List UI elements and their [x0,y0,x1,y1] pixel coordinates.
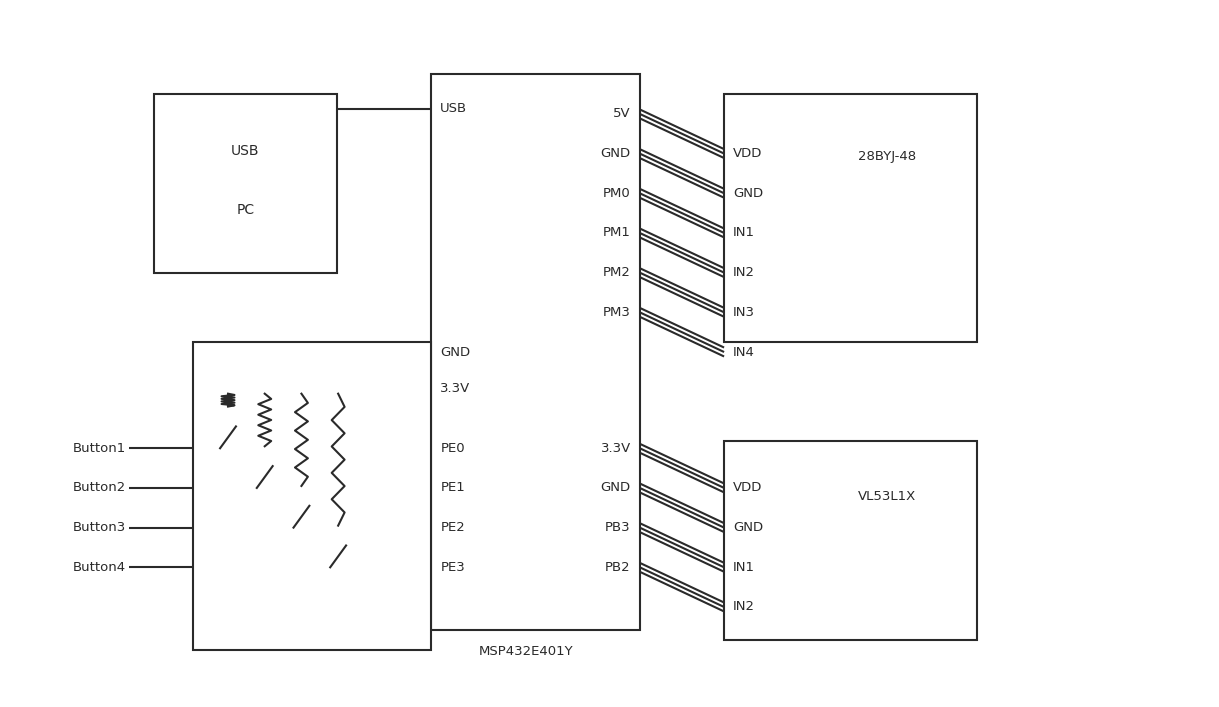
Text: PB2: PB2 [605,561,630,574]
Text: IN2: IN2 [733,266,755,279]
Text: PM3: PM3 [603,306,630,319]
Text: Button4: Button4 [73,561,126,574]
Text: GND: GND [601,147,630,160]
Text: PE3: PE3 [440,561,466,574]
Text: PM2: PM2 [603,266,630,279]
Text: MSP432E401Y: MSP432E401Y [478,645,573,658]
Text: IN4: IN4 [733,346,755,358]
Text: GND: GND [440,346,471,358]
Text: Button3: Button3 [73,521,126,534]
Text: 3.3V: 3.3V [601,442,630,455]
Bar [194,342,432,650]
Text: IN1: IN1 [733,226,755,240]
Text: 28BYJ-48: 28BYJ-48 [858,150,917,163]
Text: VDD: VDD [733,147,762,160]
Text: 3.3V: 3.3V [440,382,471,395]
Text: PC: PC [236,203,255,217]
Bar [724,441,978,640]
Text: USB: USB [440,103,467,115]
Bar [154,94,338,273]
Text: PE0: PE0 [440,442,464,455]
Text: VL53L1X: VL53L1X [858,491,917,503]
Text: USB: USB [232,144,260,158]
Text: Button2: Button2 [73,481,126,494]
Text: Button1: Button1 [73,442,126,455]
Text: PE1: PE1 [440,481,466,494]
Bar [724,94,978,342]
Text: PM0: PM0 [603,187,630,200]
Text: 5V: 5V [613,107,630,120]
Text: VDD: VDD [733,481,762,494]
Text: PE2: PE2 [440,521,466,534]
Text: IN1: IN1 [733,561,755,574]
Text: PM1: PM1 [603,226,630,240]
Text: IN2: IN2 [733,600,755,614]
Text: IN3: IN3 [733,306,755,319]
Text: PB3: PB3 [605,521,630,534]
Text: GND: GND [733,187,763,200]
Text: GND: GND [601,481,630,494]
Bar [432,74,640,630]
Text: GND: GND [733,521,763,534]
